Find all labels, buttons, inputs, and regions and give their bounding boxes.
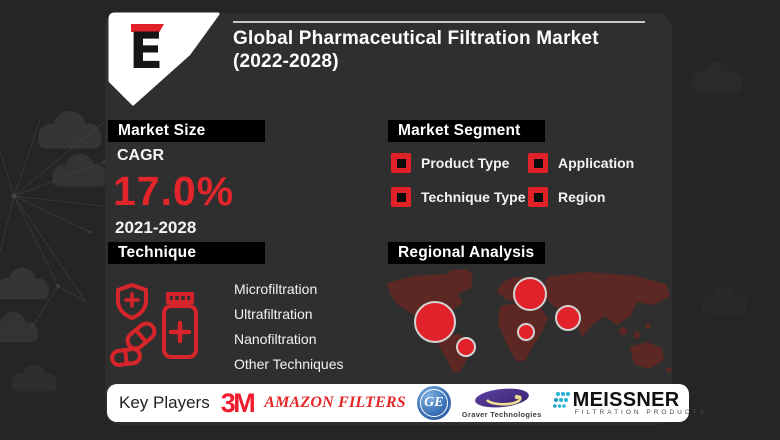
brand-badge-shape <box>108 12 220 106</box>
technique-heading: Technique <box>108 242 265 264</box>
world-map <box>387 269 672 373</box>
segment-item: Application <box>528 152 634 174</box>
segment-item: Region <box>528 186 634 208</box>
page-title: Global Pharmaceutical Filtration Market … <box>233 27 663 73</box>
cagr-label: CAGR <box>117 147 165 164</box>
title-line-2: (2022-2028) <box>233 51 339 72</box>
technique-item: Microfiltration <box>234 281 318 297</box>
technique-item: Other Techniques <box>234 356 344 372</box>
technique-list: Microfiltration Ultrafiltration Nanofilt… <box>234 277 343 377</box>
cagr-value: 17.0% <box>113 168 235 214</box>
key-players-label: Key Players <box>119 393 210 412</box>
technique-item: Nanofiltration <box>234 331 317 347</box>
brand-letter: E <box>129 22 164 80</box>
bubble-south-america <box>456 337 476 357</box>
market-segment-grid: Product Type Application Technique Type … <box>391 152 634 208</box>
segment-item: Technique Type <box>391 186 528 208</box>
network-lines <box>0 119 105 331</box>
logo-amazon-filters: AMAZON FILTERS <box>264 394 406 411</box>
bubble-asia <box>555 305 581 331</box>
cagr-period: 2021-2028 <box>115 218 197 237</box>
square-bullet-icon <box>528 153 548 173</box>
bubble-north-america <box>414 301 456 343</box>
regional-analysis-heading: Regional Analysis <box>388 242 545 264</box>
segment-item: Product Type <box>391 152 528 174</box>
bubble-africa <box>517 323 535 341</box>
title-rule <box>233 21 645 23</box>
market-size-heading: Market Size <box>108 120 265 142</box>
graver-ellipse-icon <box>474 388 529 408</box>
market-segment-heading: Market Segment <box>388 120 545 142</box>
logo-ge: GE <box>416 386 451 420</box>
logo-3m: 3M <box>220 387 256 418</box>
main-panel <box>105 13 672 425</box>
brand-red-bar <box>131 24 164 32</box>
pharma-medicine-icon <box>110 283 198 367</box>
title-line-1: Global Pharmaceutical Filtration Market <box>233 28 599 49</box>
logo-graver-technologies: Graver Technologies <box>462 388 542 419</box>
square-bullet-icon <box>391 187 411 207</box>
key-players-bar: Key Players 3M AMAZON FILTERS GE Graver … <box>107 384 704 422</box>
meissner-dots-icon <box>552 391 570 408</box>
brand-logo: E <box>108 12 224 108</box>
square-bullet-icon <box>528 187 548 207</box>
square-bullet-icon <box>391 153 411 173</box>
bubble-europe <box>513 277 547 311</box>
region-bubbles <box>414 277 581 357</box>
technique-item: Ultrafiltration <box>234 306 313 322</box>
logo-meissner: MEISSNER FILTRATION PRODUCTS <box>552 390 707 417</box>
